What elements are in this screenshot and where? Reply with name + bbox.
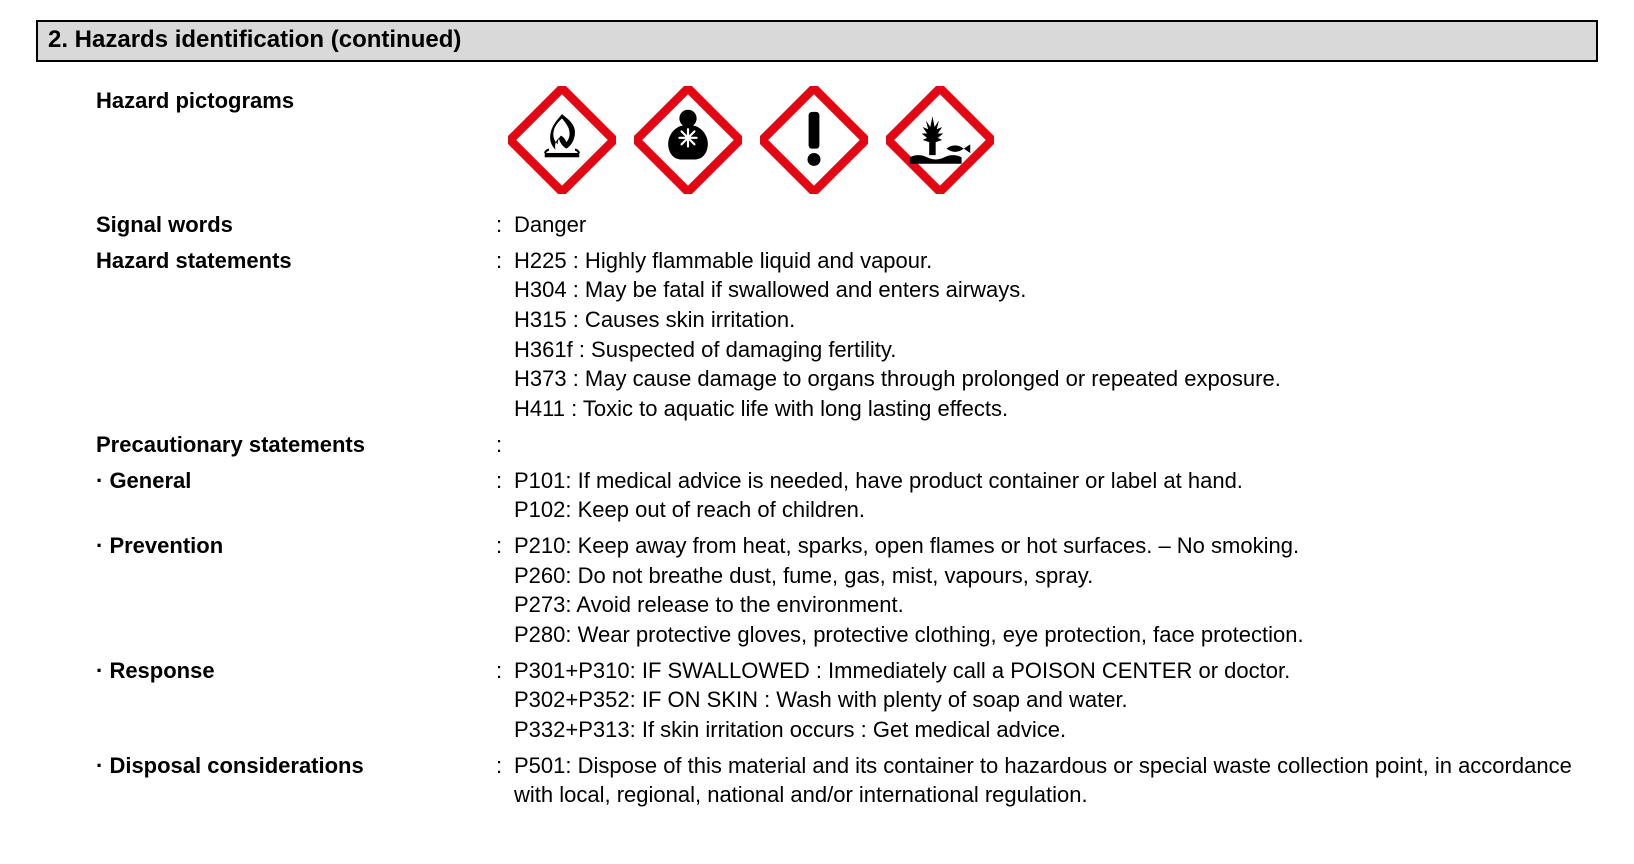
- label-hazard-statements: Hazard statements: [96, 246, 496, 276]
- row-hazard-pictograms: Hazard pictograms: [96, 86, 1598, 194]
- text-line: H373 : May cause damage to organs throug…: [514, 364, 1598, 394]
- label-general: · General: [96, 466, 496, 496]
- row-precautionary-disposal: · Disposal considerations : P501: Dispos…: [96, 751, 1598, 810]
- row-precautionary-response: · Response : P301+P310: IF SWALLOWED : I…: [96, 656, 1598, 745]
- text-line: H225 : Highly flammable liquid and vapou…: [514, 246, 1598, 276]
- section-header: 2. Hazards identification (continued): [36, 20, 1598, 62]
- value-hazard-statements: H225 : Highly flammable liquid and vapou…: [514, 246, 1598, 424]
- label-response: · Response: [96, 656, 496, 686]
- ghs-flame-icon: [508, 86, 616, 194]
- text-line: P102: Keep out of reach of children.: [514, 495, 1598, 525]
- text-line: P332+P313: If skin irritation occurs : G…: [514, 715, 1598, 745]
- text-line: P101: If medical advice is needed, have …: [514, 466, 1598, 496]
- text-line: P302+P352: IF ON SKIN : Wash with plenty…: [514, 685, 1598, 715]
- row-signal-words: Signal words : Danger: [96, 210, 1598, 240]
- value-prevention: P210: Keep away from heat, sparks, open …: [514, 531, 1598, 650]
- label-hazard-pictograms: Hazard pictograms: [96, 86, 496, 116]
- label-precautionary: Precautionary statements: [96, 430, 496, 460]
- ghs-environment-icon: [886, 86, 994, 194]
- text-line: H304 : May be fatal if swallowed and ent…: [514, 275, 1598, 305]
- text-line: P501: Dispose of this material and its c…: [514, 751, 1598, 810]
- sds-page: 2. Hazards identification (continued) Ha…: [0, 0, 1634, 856]
- section-body: Hazard pictograms: [96, 86, 1598, 810]
- row-precautionary-header: Precautionary statements :: [96, 430, 1598, 460]
- row-hazard-statements: Hazard statements : H225 : Highly flamma…: [96, 246, 1598, 424]
- row-precautionary-general: · General : P101: If medical advice is n…: [96, 466, 1598, 525]
- text-line: P273: Avoid release to the environment.: [514, 590, 1598, 620]
- text-line: H315 : Causes skin irritation.: [514, 305, 1598, 335]
- ghs-pictogram-row: [508, 86, 1598, 194]
- value-hazard-pictograms: [496, 86, 1598, 194]
- text-line: P301+P310: IF SWALLOWED : Immediately ca…: [514, 656, 1598, 686]
- label-signal-words: Signal words: [96, 210, 496, 240]
- text-line: H361f : Suspected of damaging fertility.: [514, 335, 1598, 365]
- text-line: P260: Do not breathe dust, fume, gas, mi…: [514, 561, 1598, 591]
- text-line: P210: Keep away from heat, sparks, open …: [514, 531, 1598, 561]
- text-line: P280: Wear protective gloves, protective…: [514, 620, 1598, 650]
- label-disposal: · Disposal considerations: [96, 751, 496, 781]
- row-precautionary-prevention: · Prevention : P210: Keep away from heat…: [96, 531, 1598, 650]
- value-general: P101: If medical advice is needed, have …: [514, 466, 1598, 525]
- value-signal-words: Danger: [514, 210, 1598, 240]
- value-disposal: P501: Dispose of this material and its c…: [514, 751, 1598, 810]
- text-line: H411 : Toxic to aquatic life with long l…: [514, 394, 1598, 424]
- ghs-exclamation-icon: [760, 86, 868, 194]
- ghs-health-hazard-icon: [634, 86, 742, 194]
- value-response: P301+P310: IF SWALLOWED : Immediately ca…: [514, 656, 1598, 745]
- label-prevention: · Prevention: [96, 531, 496, 561]
- colon: :: [496, 210, 514, 240]
